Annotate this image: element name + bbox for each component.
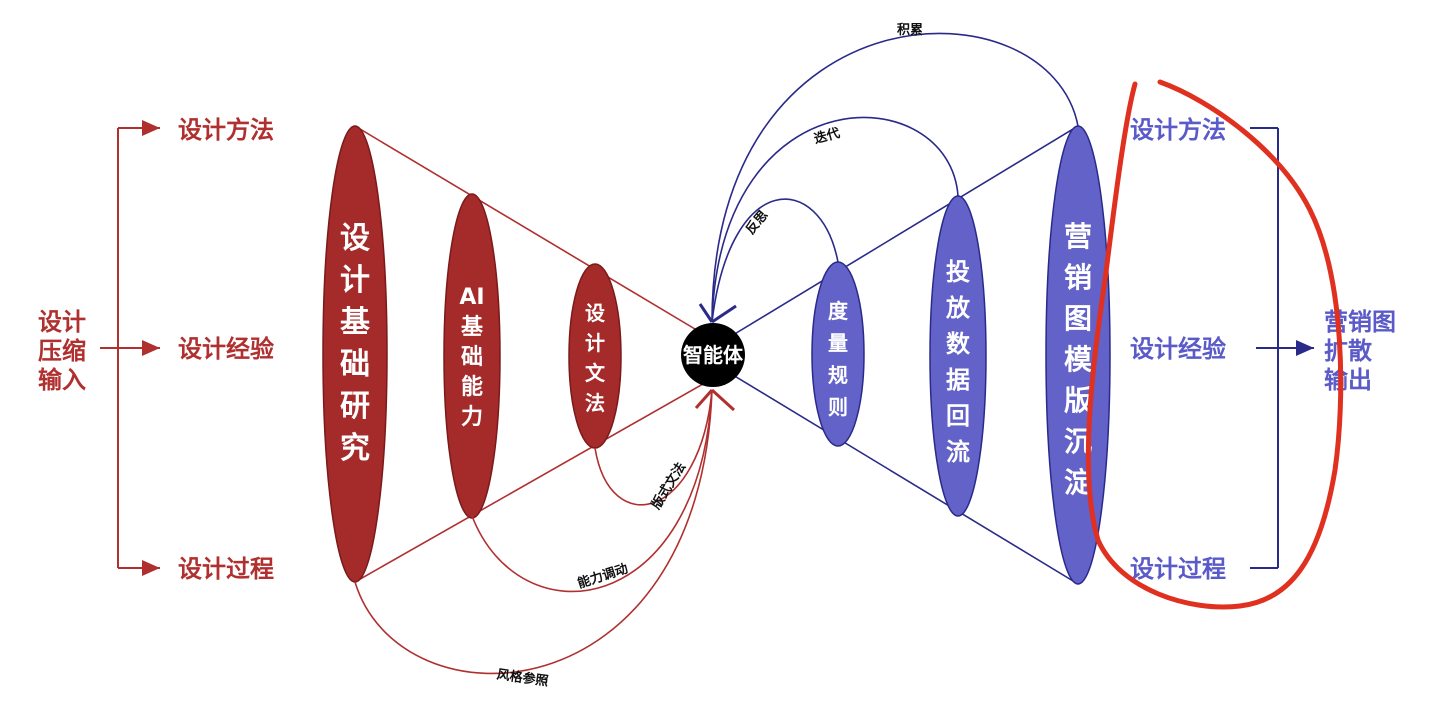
right-title-line-3: 输出 <box>1324 366 1372 394</box>
arc-accumulate <box>711 32 1079 323</box>
big-right-char-1: 营 <box>1064 220 1092 253</box>
mid-left-char-4: 能 <box>461 374 483 400</box>
left-item-method: 设计方法 <box>178 116 274 144</box>
mid-left-char-3: 础 <box>461 345 483 370</box>
small-right-char-1: 度 <box>828 299 849 323</box>
left-cone-lines <box>354 125 711 583</box>
ellipse-design-grammar <box>568 263 622 449</box>
small-left-char-3: 文 <box>585 361 606 385</box>
arc-label-reflect: 反思 <box>742 207 771 237</box>
right-item-method: 设计方法 <box>1130 116 1226 144</box>
big-left-char-2: 计 <box>340 263 370 298</box>
center-agent-label: 智能体 <box>683 343 744 367</box>
arc-label-accumulate: 积累 <box>897 22 923 38</box>
left-title-line-2: 压缩 <box>38 337 86 365</box>
big-right-char-4: 模 <box>1064 343 1093 376</box>
ellipse-template-accumulation <box>1045 125 1111 585</box>
big-left-char-1: 设 <box>340 221 370 256</box>
arc-layout-grammar <box>594 389 713 506</box>
mid-right-char-1: 投 <box>946 258 970 286</box>
right-cone-lines <box>727 125 1079 585</box>
left-item-experience: 设计经验 <box>178 335 274 363</box>
left-item-process: 设计过程 <box>178 555 274 583</box>
small-right-char-2: 量 <box>828 331 848 355</box>
mid-right-char-2: 放 <box>945 294 971 322</box>
mid-left-char-1: AI <box>459 285 484 310</box>
left-bracket <box>100 120 160 576</box>
big-right-char-2: 销 <box>1064 261 1092 294</box>
big-left-char-6: 究 <box>340 431 370 466</box>
left-title-line-1: 设计 <box>38 308 86 336</box>
right-item-experience: 设计经验 <box>1130 335 1226 363</box>
top-feedback-arcs <box>711 32 1079 323</box>
bottom-arrow-head <box>694 388 736 412</box>
left-title-line-3: 输入 <box>38 366 86 394</box>
small-left-char-2: 计 <box>585 331 605 355</box>
arc-style-reference <box>354 389 713 675</box>
mid-right-char-5: 回 <box>946 402 970 430</box>
top-arrow-head <box>698 303 737 324</box>
center-agent-node <box>681 323 745 387</box>
arc-capability-call <box>471 389 713 593</box>
arc-reflect <box>711 198 839 323</box>
big-left-text: 设 计 基 础 研 究 <box>340 221 370 466</box>
mid-left-text: AI 基 础 能 力 <box>459 285 484 430</box>
mid-right-char-4: 据 <box>946 366 970 394</box>
right-title-line-2: 扩散 <box>1324 337 1372 365</box>
small-right-char-3: 规 <box>828 363 848 387</box>
big-left-char-4: 础 <box>340 347 370 382</box>
arc-label-layout-grammar: 版式文法 <box>648 460 689 513</box>
mid-left-char-5: 力 <box>461 405 483 430</box>
small-left-char-1: 设 <box>585 301 605 325</box>
mid-right-text: 投 放 数 据 回 流 <box>945 258 971 466</box>
small-left-char-4: 法 <box>585 391 605 415</box>
ellipse-data-reflow <box>929 195 987 517</box>
small-right-char-4: 则 <box>828 395 848 419</box>
big-right-char-3: 图 <box>1064 302 1092 335</box>
arc-iterate <box>711 116 959 323</box>
bottom-arcs <box>354 389 713 675</box>
right-item-process: 设计过程 <box>1130 555 1226 583</box>
mid-right-char-6: 流 <box>946 438 970 466</box>
ellipse-metric-rules <box>811 261 865 447</box>
small-left-text: 设 计 文 法 <box>585 301 606 415</box>
big-left-char-3: 基 <box>340 305 370 340</box>
big-right-char-5: 版 <box>1064 384 1092 417</box>
big-left-char-5: 研 <box>340 389 370 424</box>
arc-label-iterate: 迭代 <box>812 125 841 147</box>
mid-left-char-2: 基 <box>461 315 484 340</box>
hand-drawn-circle-annotation <box>1085 79 1344 610</box>
right-bracket <box>1250 127 1314 569</box>
small-right-text: 度 量 规 则 <box>828 299 849 419</box>
arc-label-style-reference: 风格参照 <box>496 666 550 689</box>
mid-right-char-3: 数 <box>946 330 971 358</box>
